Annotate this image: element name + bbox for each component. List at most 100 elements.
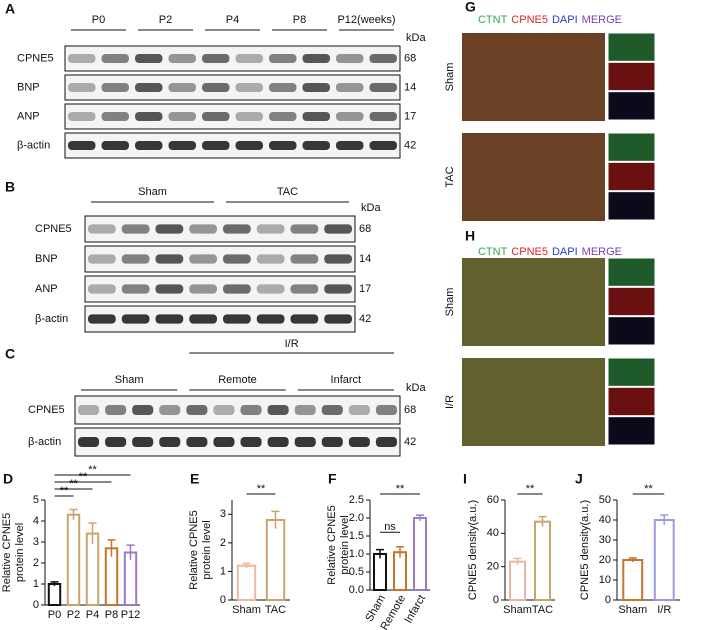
merge-image <box>462 258 605 346</box>
y-tick-label: 1.0 <box>349 548 364 560</box>
band <box>202 83 230 92</box>
protein-label: CPNE5 <box>28 404 65 416</box>
band <box>168 83 196 92</box>
merge-image <box>462 33 605 121</box>
band <box>369 83 397 92</box>
significance-label: ** <box>79 471 88 483</box>
band <box>369 141 397 150</box>
band <box>121 254 150 264</box>
band <box>348 436 370 448</box>
lane-group-label: Sham <box>115 374 144 386</box>
channel-image <box>607 386 656 417</box>
band <box>290 314 319 324</box>
y-axis-label: Relative CPNE5 <box>188 510 200 589</box>
band <box>223 254 251 264</box>
band <box>375 404 397 416</box>
significance-label: ** <box>257 483 266 495</box>
y-tick-label: 20 <box>487 561 499 573</box>
y-tick-label: 0 <box>605 594 611 606</box>
merge-image <box>462 358 605 446</box>
channel-image <box>607 91 656 121</box>
band <box>256 254 285 264</box>
error-bar <box>396 546 404 558</box>
error-bar <box>242 562 251 568</box>
error-bar <box>107 539 116 557</box>
bar <box>509 560 526 602</box>
band <box>240 436 262 448</box>
y-tick-label: 0 <box>33 599 39 611</box>
band <box>135 141 163 150</box>
protein-label: β-actin <box>28 436 61 448</box>
kda-label: 68 <box>404 52 416 64</box>
y-tick-label: 60 <box>487 494 499 506</box>
y-tick-label: 0 <box>220 594 226 606</box>
band <box>101 54 129 63</box>
band <box>202 112 230 121</box>
band <box>168 141 196 150</box>
error-bar <box>376 548 384 559</box>
band <box>269 54 297 63</box>
bar <box>622 559 644 601</box>
merge-tint <box>462 258 605 346</box>
band <box>269 112 297 121</box>
panel-letter: E <box>190 471 199 487</box>
bar <box>85 532 100 606</box>
band <box>336 112 364 121</box>
significance-label: ** <box>526 483 535 495</box>
band <box>213 404 235 416</box>
stain-legend-item: MERGE <box>582 246 622 258</box>
y-axis-label: protein level <box>339 515 351 574</box>
y-axis-label: protein level <box>201 520 213 579</box>
kda-label: 14 <box>404 81 416 93</box>
band <box>88 254 116 264</box>
band <box>223 224 251 234</box>
x-tick-label: P12 <box>121 609 141 621</box>
error-bar <box>69 508 78 520</box>
stain-legend: CTNT CPNE5 DAPI MERGE <box>478 246 622 258</box>
kda-label: 68 <box>359 223 371 235</box>
band <box>348 404 370 416</box>
band <box>267 404 289 416</box>
channel-image <box>607 132 656 162</box>
y-tick-label: 3 <box>220 508 226 520</box>
band <box>336 83 364 92</box>
band <box>256 314 285 324</box>
lane-group-label: Infarct <box>331 374 362 386</box>
bar <box>66 513 81 607</box>
y-axis-label: CPNE5 density(a.u.) <box>467 500 479 600</box>
lane-group-label: P12(weeks) <box>337 14 395 26</box>
kda-label: 68 <box>404 404 416 416</box>
band <box>101 83 129 92</box>
band <box>101 112 129 121</box>
error-bar <box>271 510 280 529</box>
image-row-label: I/R <box>444 395 456 409</box>
band <box>88 314 116 324</box>
band <box>235 112 263 121</box>
band <box>223 314 251 324</box>
band <box>324 314 352 324</box>
panel-letter: C <box>5 346 15 362</box>
y-tick-label: 2.0 <box>349 512 364 524</box>
significance-label: ** <box>644 483 653 495</box>
stain-legend-item: CTNT <box>478 14 508 26</box>
band <box>302 54 330 63</box>
significance-label: ** <box>69 478 78 490</box>
x-tick-label: Sham <box>503 604 532 616</box>
channel-image <box>607 32 656 62</box>
band <box>155 224 184 234</box>
y-tick-label: 0.5 <box>349 566 364 578</box>
image-row-label: TAC <box>444 166 456 187</box>
band <box>155 314 184 324</box>
channel-image <box>607 416 656 446</box>
panel-letter: D <box>3 471 13 487</box>
panel-letter: A <box>5 1 15 17</box>
band <box>369 54 397 63</box>
stain-legend-item: CTNT <box>478 246 508 258</box>
y-tick-label: 2.5 <box>349 494 364 506</box>
lane-group-label: TAC <box>277 186 298 198</box>
band <box>294 404 316 416</box>
kda-label: 17 <box>404 110 416 122</box>
band <box>324 224 352 234</box>
band <box>155 254 184 264</box>
band <box>135 112 163 121</box>
